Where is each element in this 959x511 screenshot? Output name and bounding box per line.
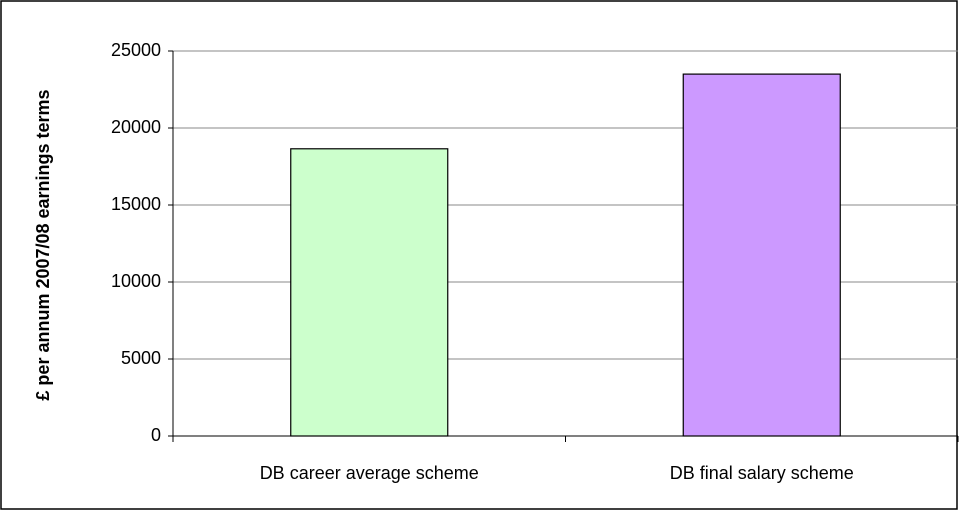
y-axis-title: £ per annum 2007/08 earnings terms: [33, 89, 53, 400]
bar: [290, 148, 449, 437]
y-tick-label: 15000: [111, 194, 161, 214]
y-tick-label: 0: [151, 425, 161, 445]
y-tick-label: 20000: [111, 117, 161, 137]
y-tick-label: 10000: [111, 271, 161, 291]
y-tick-label: 25000: [111, 40, 161, 60]
x-tick-label: DB final salary scheme: [670, 463, 854, 483]
y-tick-label: 5000: [121, 348, 161, 368]
bar: [682, 73, 841, 437]
x-tick-label: DB career average scheme: [260, 463, 479, 483]
